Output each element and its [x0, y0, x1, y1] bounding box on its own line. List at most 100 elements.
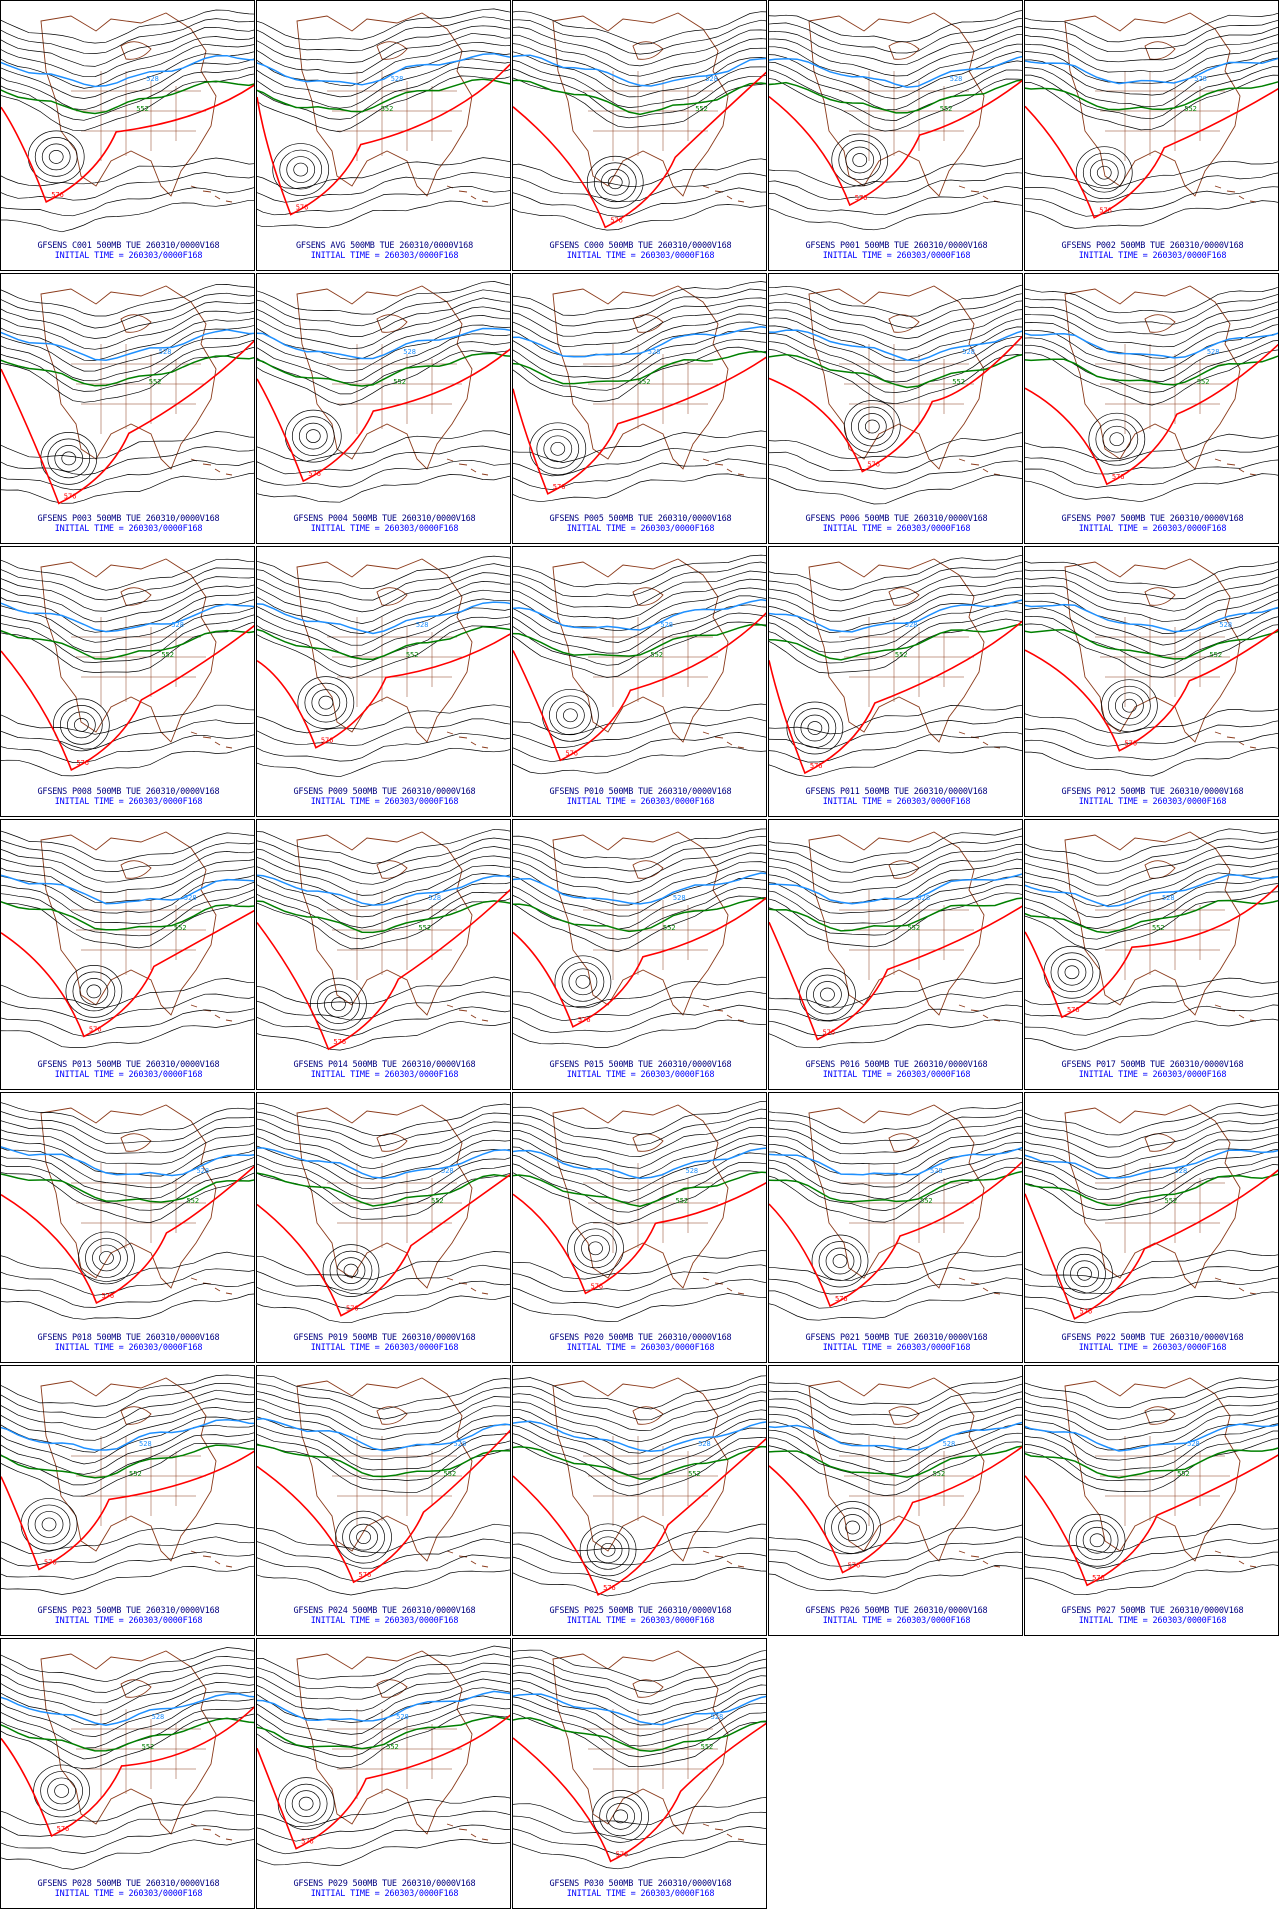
- state-borders: [839, 344, 974, 434]
- contour-line: [257, 1375, 510, 1410]
- contour-label-552: 552: [1197, 378, 1210, 386]
- contour-line: [1025, 26, 1278, 63]
- panel-initial-time: INITIAL TIME = 260303/0000F168: [566, 1616, 715, 1626]
- contour-line: [1, 1129, 254, 1165]
- contour-label-552: 552: [695, 105, 708, 113]
- ensemble-member-panel: 528 552 576 GFSENS P026 500MB TUE 260310/00…: [768, 1365, 1023, 1636]
- closed-low-contour: [27, 130, 85, 184]
- contour-label-552: 552: [142, 1743, 155, 1751]
- contour-528: [257, 327, 510, 360]
- contour-line: [513, 1664, 766, 1705]
- contour-line: [257, 1670, 510, 1712]
- coastline: [40, 831, 217, 1016]
- geography-outline: [1064, 558, 1257, 749]
- contour-line: [769, 158, 1022, 188]
- closed-low-contour: [1108, 685, 1151, 726]
- contour-line: [257, 1824, 510, 1855]
- ensemble-member-panel: 528 552 576 GFSENS P018 500MB TUE 260310/00…: [0, 1092, 255, 1363]
- closed-low-contour: [838, 1514, 867, 1541]
- coastline: [40, 558, 217, 743]
- contour-line: [257, 1653, 510, 1690]
- map-plot: 528 552 576: [1025, 828, 1278, 1051]
- contour-line: [769, 1441, 1022, 1496]
- panel-title: GFSENS P025 500MB TUE 260310/0000V168: [549, 1606, 732, 1616]
- hudson-bay: [1144, 860, 1176, 879]
- contour-label-552: 552: [431, 1197, 444, 1205]
- contour-label-552: 552: [920, 1197, 933, 1205]
- closed-low-contour: [574, 1228, 617, 1269]
- contour-552: [257, 1172, 510, 1207]
- closed-low-contour: [311, 689, 341, 716]
- contour-line: [513, 1826, 766, 1856]
- panel-title: GFSENS P007 500MB TUE 260310/0000V168: [1061, 514, 1244, 524]
- closed-low-contour: [852, 153, 868, 167]
- panel-initial-time: INITIAL TIME = 260303/0000F168: [822, 251, 971, 261]
- panel-initial-time: INITIAL TIME = 260303/0000F168: [566, 1343, 715, 1353]
- contour-line: [513, 587, 766, 632]
- caribbean-islands: [1214, 1550, 1257, 1568]
- map-plot: 528 552 576: [257, 1375, 510, 1596]
- panel-title: GFSENS C001 500MB TUE 260310/0000V168: [37, 241, 220, 251]
- contour-line: [769, 1398, 1022, 1440]
- contour-line: [513, 297, 766, 337]
- contour-line: [513, 886, 766, 940]
- contour-line: [1025, 1551, 1278, 1582]
- contour-line: [513, 1170, 766, 1225]
- contour-line: [1025, 200, 1278, 229]
- panel-initial-time: INITIAL TIME = 260303/0000F168: [566, 251, 715, 261]
- contour-line: [257, 882, 510, 929]
- contour-line: [769, 884, 1022, 936]
- panel-title: GFSENS C000 500MB TUE 260310/0000V168: [549, 241, 732, 251]
- contour-528: [1025, 57, 1278, 85]
- contour-576: [257, 633, 510, 749]
- closed-low-contour: [41, 1517, 57, 1532]
- contour-label-528: 528: [1175, 1167, 1188, 1175]
- coastline: [296, 831, 473, 1016]
- geography-outline: [296, 12, 489, 203]
- contour-line: [257, 1523, 510, 1554]
- contour-label-528: 528: [1162, 894, 1175, 902]
- contour-552: [1, 80, 254, 115]
- contour-line: [1, 301, 254, 339]
- contour-label-528: 528: [1187, 1440, 1200, 1448]
- contour-552: [1, 629, 254, 660]
- contour-line: [1, 325, 254, 372]
- contour-line: [1, 874, 254, 914]
- contour-line: [1, 1796, 254, 1826]
- contour-line: [1025, 1385, 1278, 1420]
- contour-label-528: 528: [943, 1440, 956, 1448]
- contour-line: [1, 1825, 254, 1854]
- contour-line: [1025, 1018, 1278, 1051]
- coastline: [1064, 558, 1241, 743]
- ensemble-member-panel: 528 552 576 GFSENS P029 500MB TUE 260310/00…: [256, 1638, 511, 1909]
- map-plot: 528 552 576: [769, 10, 1022, 231]
- contour-label-552: 552: [406, 651, 419, 659]
- contour-line: [1, 460, 254, 491]
- closed-low-contour: [286, 156, 316, 183]
- contour-label-528: 528: [648, 348, 661, 356]
- contour-line: [769, 876, 1022, 924]
- contour-line: [257, 718, 510, 747]
- contour-line: [257, 1145, 510, 1189]
- height-contours: [1, 9, 254, 233]
- contour-line: [513, 1811, 766, 1841]
- contour-552: [257, 1715, 510, 1750]
- panel-initial-time: INITIAL TIME = 260303/0000F168: [1078, 1343, 1227, 1353]
- panel-title: GFSENS P030 500MB TUE 260310/0000V168: [549, 1879, 732, 1889]
- contour-line: [1025, 1564, 1278, 1596]
- contour-line: [513, 288, 766, 327]
- contour-line: [257, 42, 510, 87]
- contour-line: [513, 1004, 766, 1034]
- contour-line: [513, 578, 766, 620]
- contour-line: [1025, 1112, 1278, 1148]
- height-contours: [257, 1102, 510, 1324]
- contour-label-576: 576: [51, 191, 64, 199]
- geography-outline: [40, 1377, 233, 1568]
- contour-line: [257, 306, 510, 350]
- contour-line: [1, 1523, 254, 1554]
- hudson-bay: [888, 41, 920, 60]
- contour-line: [1025, 42, 1278, 84]
- closed-low-contour: [850, 406, 894, 447]
- contour-line: [1, 332, 254, 382]
- contour-line: [513, 1143, 766, 1192]
